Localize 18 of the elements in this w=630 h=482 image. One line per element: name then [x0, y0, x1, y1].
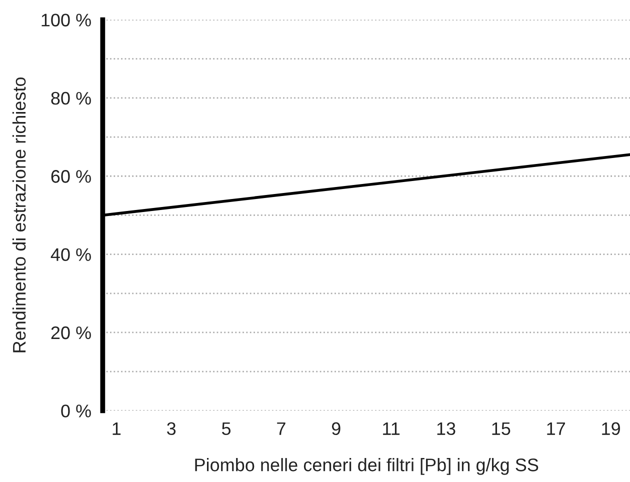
x-tick-label: 11 — [383, 422, 400, 435]
x-tick-label: 7 — [277, 422, 286, 435]
y-axis-title: Rendimento di estrazione richiesto — [12, 77, 26, 352]
x-tick-label: 1 — [112, 422, 121, 435]
x-axis-title: Piombo nelle ceneri dei filtri [Pb] in g/kg SS — [195, 458, 538, 475]
y-tick-label: 40 % — [50, 248, 91, 262]
x-tick-label: 3 — [167, 422, 176, 436]
y-tick-label: 60 % — [51, 170, 91, 183]
y-tick-label: 100 % — [42, 14, 91, 26]
x-tick-label: 13 — [437, 422, 456, 436]
y-tick-label: 80 % — [51, 92, 91, 105]
y-tick-label: 0 % — [61, 404, 91, 418]
y-tick-label: 20 % — [51, 326, 91, 340]
x-tick-label: 5 — [222, 422, 231, 436]
x-tick-label: 15 — [492, 422, 510, 436]
x-tick-label: 19 — [602, 422, 620, 436]
x-tick-label: 9 — [332, 422, 340, 436]
x-tick-label: 17 — [547, 422, 565, 435]
